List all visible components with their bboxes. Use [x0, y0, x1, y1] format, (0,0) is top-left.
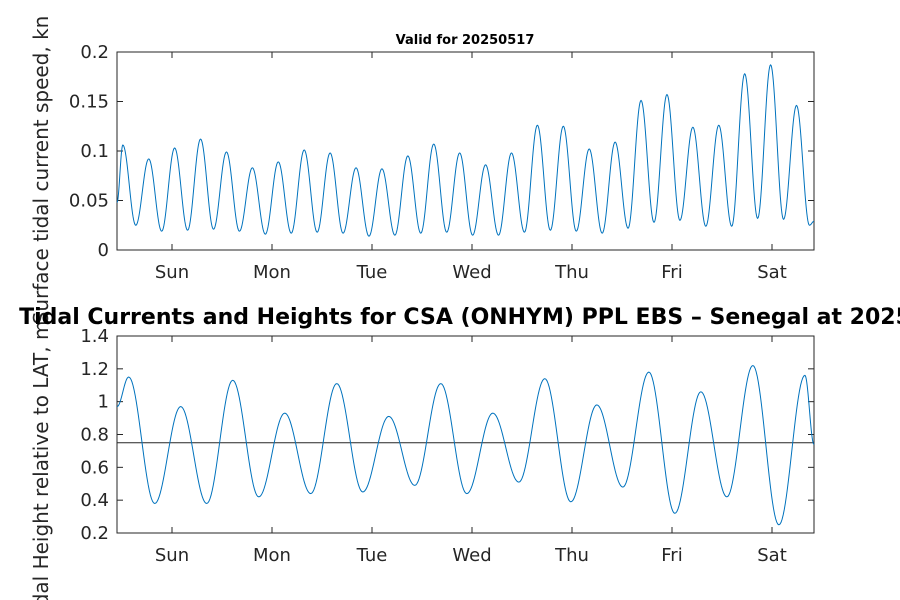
current-speed-y-tick-label: 0.1	[80, 141, 109, 162]
tidal-height-y-tick-label: 1	[98, 392, 109, 413]
tidal-height-y-ticks: 0.2 0.4 0.6 0.8 1 1.2 1.4	[80, 326, 814, 544]
current-speed-x-tick-label: Fri	[661, 262, 682, 283]
tidal-height-x-tick-label: Tue	[356, 545, 388, 566]
tidal-height-x-tick-label: Thu	[554, 545, 589, 566]
tidal-height-y-tick-label: 0.8	[80, 425, 109, 446]
current-speed-y-axis-label: Surface tidal current speed, kn	[29, 16, 53, 325]
current-speed-axes: 0 0.05 0.1 0.15 0.2 Sun Mon Tue Wed Thu Fri Sat Va…	[29, 16, 815, 325]
tidal-height-y-tick-label: 0.4	[80, 490, 109, 511]
current-speed-y-tick-label: 0.15	[69, 92, 109, 113]
tidal-height-plot-area	[116, 335, 815, 534]
tidal-height-x-tick-label: Sat	[757, 545, 787, 566]
current-speed-x-tick-label: Sun	[155, 262, 189, 283]
tidal-height-y-tick-label: 0.6	[80, 457, 109, 478]
current-speed-x-tick-label: Sat	[757, 262, 787, 283]
tidal-height-x-ticks: Sun Mon Tue Wed Thu Fri Sat	[155, 336, 787, 566]
current-speed-plot-area	[116, 51, 815, 251]
tidal-height-y-tick-label: 0.2	[80, 523, 109, 544]
current-speed-series-line	[116, 64, 815, 237]
current-speed-y-tick-label: 0	[98, 240, 109, 261]
current-speed-x-ticks: Sun Mon Tue Wed Thu Fri Sat	[155, 52, 787, 283]
tidal-height-x-tick-label: Fri	[661, 545, 682, 566]
current-speed-y-tick-label: 0.05	[69, 191, 109, 212]
tidal-height-x-tick-label: Mon	[253, 545, 291, 566]
tidal-height-x-tick-label: Wed	[452, 545, 491, 566]
current-speed-y-tick-label: 0.2	[80, 42, 109, 63]
main-chart-title: Tidal Currents and Heights for CSA (ONHY…	[19, 305, 900, 330]
tidal-height-series-line	[116, 364, 815, 526]
current-speed-x-tick-label: Thu	[554, 262, 589, 283]
tidal-height-x-tick-label: Sun	[155, 545, 189, 566]
tidal-height-y-tick-label: 1.2	[80, 359, 109, 380]
current-speed-x-tick-label: Mon	[253, 262, 291, 283]
current-speed-y-ticks: 0 0.05 0.1 0.15 0.2	[69, 42, 814, 261]
tidal-height-axes: 0.2 0.4 0.6 0.8 1 1.2 1.4 Sun Mon Tue Wed Thu Fri Sa…	[29, 321, 815, 600]
current-speed-x-tick-label: Wed	[452, 262, 491, 283]
tidal-height-y-tick-label: 1.4	[80, 326, 109, 347]
current-speed-title: Valid for 20250517	[396, 33, 535, 48]
current-speed-x-tick-label: Tue	[356, 262, 388, 283]
tidal-height-y-axis-label: Tidal Height relative to LAT, m	[29, 321, 53, 600]
